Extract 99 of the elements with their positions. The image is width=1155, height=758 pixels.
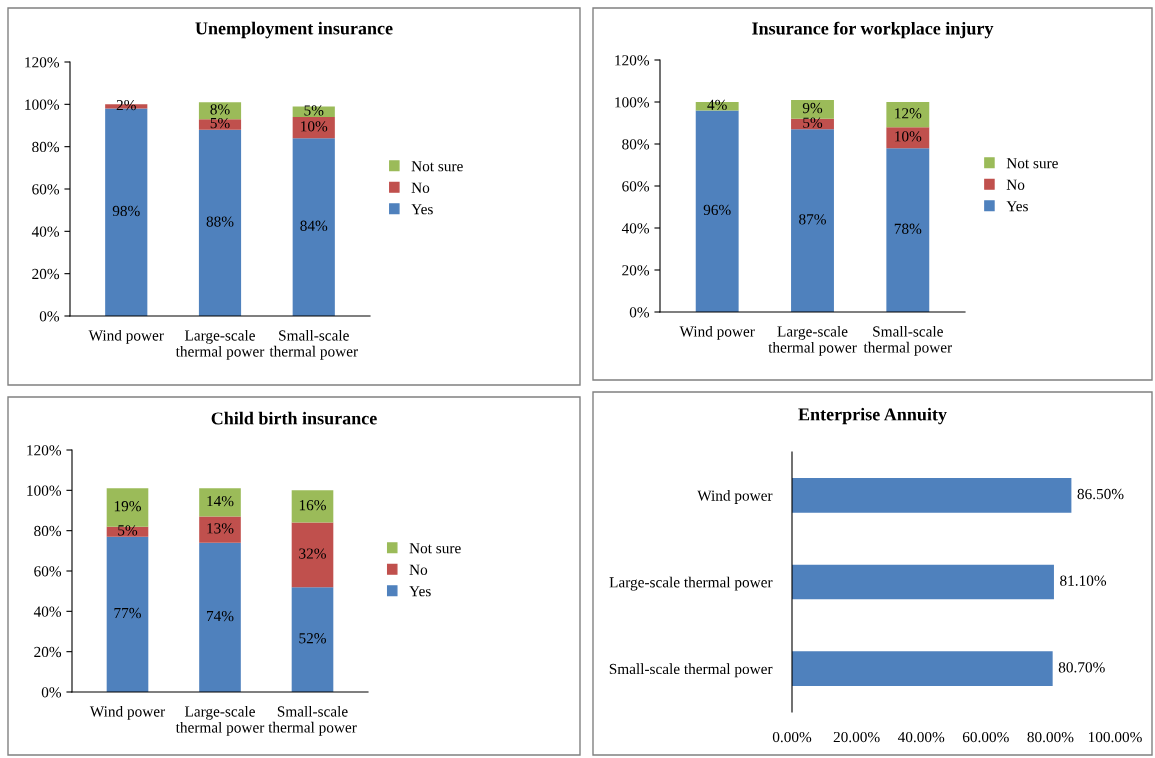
y-tick-label: 20% [34, 646, 62, 658]
legend-label: Yes [411, 204, 433, 215]
bar [198, 119, 242, 130]
data-label: 10% [301, 121, 328, 132]
y-tick-label: Small-scale thermal power [609, 663, 773, 678]
data-label: 74% [207, 610, 234, 622]
bar [292, 138, 335, 316]
data-label: 88% [206, 216, 234, 227]
data-label: 5% [210, 117, 230, 129]
x-tick-label: 20.00% [833, 731, 880, 743]
x-tick-label: 80.00% [1027, 731, 1074, 743]
data-label: 96% [703, 204, 731, 216]
bar [198, 102, 242, 120]
data-label: 81.10% [1060, 575, 1107, 586]
data-label: 52% [299, 633, 326, 644]
legend-label: Yes [1006, 201, 1028, 212]
y-tick-label: 0% [41, 687, 62, 698]
bar [695, 110, 739, 312]
bar [291, 522, 334, 588]
y-tick-label: 20% [32, 268, 60, 280]
bar [199, 516, 241, 543]
bar [291, 587, 334, 692]
y-tick-label: 0% [629, 307, 650, 318]
y-tick-label: 60% [622, 181, 650, 192]
data-label: 9% [802, 102, 823, 114]
x-tick-label: Wind power [88, 329, 164, 344]
y-tick-label: 80% [622, 139, 650, 150]
y-tick-label: 120% [27, 445, 62, 456]
data-label: 12% [895, 108, 922, 119]
data-label: 5% [118, 525, 138, 536]
chart-title: Enterprise Annuity [798, 407, 947, 425]
x-tick-label: 60.00% [962, 731, 1009, 743]
bar [292, 106, 335, 118]
x-tick-label: Wind power [679, 325, 755, 340]
y-tick-label: Wind power [697, 490, 773, 504]
data-label: 86.50% [1077, 488, 1124, 500]
bar [791, 129, 834, 312]
data-label: 19% [114, 500, 141, 512]
legend-label: No [411, 182, 430, 193]
bar [106, 488, 149, 527]
x-tick-label: Small-scale thermal power [269, 329, 358, 360]
x-tick-label: Wind power [89, 705, 166, 720]
chart-title: Child birth insurance [211, 411, 377, 425]
bar [886, 127, 930, 149]
y-tick-label: 120% [615, 55, 650, 66]
data-label: 32% [299, 548, 326, 559]
data-label: 8% [210, 104, 230, 115]
bar [886, 102, 930, 128]
y-tick-label: 80% [32, 141, 60, 153]
data-label: 87% [799, 214, 826, 225]
bar [292, 117, 335, 139]
x-tick-label: Large-scale thermal power [175, 705, 265, 736]
data-label: 4% [707, 99, 727, 111]
x-tick-label: Small-scale thermal power [863, 325, 953, 356]
data-label: 14% [207, 495, 234, 507]
x-tick-label: 0.00% [772, 731, 812, 743]
bar [106, 536, 149, 692]
data-label: 13% [207, 523, 234, 534]
x-tick-label: Large-scale thermal power [768, 325, 857, 356]
legend-label: Yes [409, 586, 431, 597]
legend-label: Not sure [409, 543, 461, 554]
data-label: 10% [895, 131, 922, 142]
y-tick-label: Large-scale thermal power [609, 576, 773, 591]
y-tick-label: 60% [32, 184, 60, 195]
x-tick-label: 40.00% [897, 731, 945, 743]
data-label: 16% [299, 499, 326, 511]
legend-label: Not sure [1006, 158, 1058, 169]
bar [198, 129, 242, 316]
y-tick-label: 60% [34, 566, 62, 577]
data-label: 5% [803, 117, 823, 128]
bar [886, 148, 930, 312]
data-label: 98% [112, 205, 140, 217]
data-label: 78% [894, 223, 922, 234]
data-label: 80.70% [1058, 662, 1105, 673]
y-tick-label: 100% [25, 99, 60, 110]
x-tick-label: Large-scale thermal power [175, 329, 265, 360]
x-tick-label: 100.00% [1088, 731, 1142, 743]
y-tick-label: 80% [34, 525, 62, 537]
y-tick-label: 100% [615, 97, 650, 108]
data-label: 5% [304, 105, 324, 116]
chart-title: Insurance for workplace injury [752, 21, 994, 39]
data-label: 84% [300, 220, 328, 231]
bar [291, 490, 334, 523]
bar [791, 99, 834, 119]
bar [199, 542, 241, 692]
y-tick-label: 100% [27, 485, 62, 496]
legend-label: No [1006, 179, 1025, 190]
y-tick-label: 40% [621, 223, 650, 234]
bar [199, 488, 241, 517]
y-tick-label: 0% [39, 311, 60, 322]
y-tick-label: 40% [31, 226, 60, 237]
y-tick-label: 40% [33, 606, 62, 617]
y-tick-label: 120% [25, 57, 60, 68]
y-tick-label: 20% [622, 265, 650, 276]
legend-label: Not sure [411, 161, 463, 172]
data-label: 77% [114, 607, 141, 619]
x-tick-label: Small-scale thermal power [268, 705, 357, 736]
legend-label: No [409, 564, 428, 575]
chart-title: Unemployment insurance [195, 21, 393, 39]
